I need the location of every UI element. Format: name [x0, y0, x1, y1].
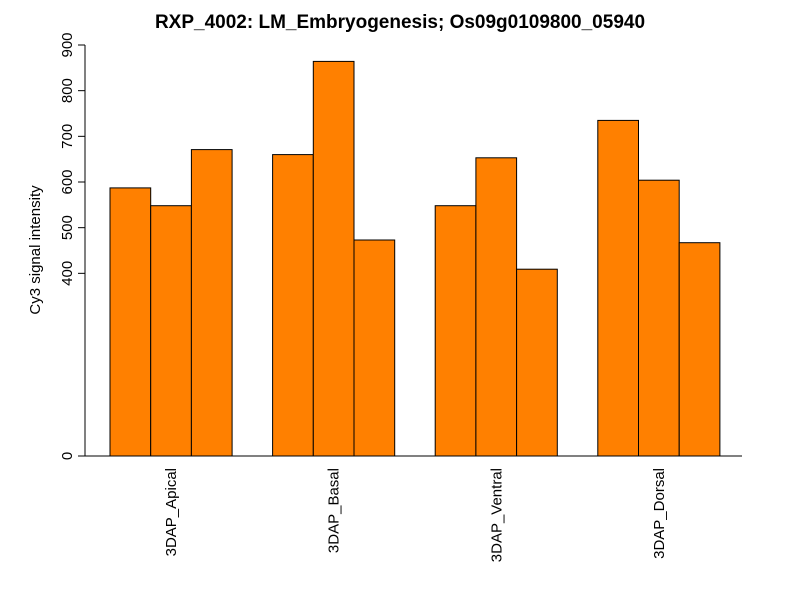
y-tick-label: 800	[59, 78, 76, 103]
bar-3DAP_Dorsal-3	[678, 242, 721, 457]
bars	[109, 60, 721, 457]
y-tick-label: 700	[59, 124, 76, 149]
bar-3DAP_Apical-1	[109, 187, 152, 457]
bar-3DAP_Ventral-2	[475, 157, 518, 457]
y-axis-label: Cy3 signal intensity	[27, 185, 44, 315]
bar-3DAP_Basal-2	[312, 60, 355, 457]
x-category-label: 3DAP_Ventral	[488, 468, 505, 562]
y-tick-label: 500	[59, 215, 76, 240]
x-category-label: 3DAP_Apical	[163, 468, 180, 556]
bar-3DAP_Dorsal-2	[638, 179, 680, 457]
bar-3DAP_Dorsal-1	[597, 119, 639, 457]
y-axis: 0 400 500 600 700 800 900	[59, 32, 86, 460]
y-tick-label: 600	[59, 169, 76, 194]
x-category-label: 3DAP_Dorsal	[651, 468, 668, 559]
y-tick-label: 900	[59, 32, 76, 57]
bar-3DAP_Basal-1	[272, 154, 314, 457]
y-tick-label: 400	[59, 261, 76, 286]
bar-3DAP_Ventral-3	[516, 268, 558, 457]
y-tick-label: 0	[59, 452, 76, 460]
bar-3DAP_Apical-2	[150, 205, 192, 457]
x-category-label: 3DAP_Basal	[326, 468, 343, 553]
chart-title: RXP_4002: LM_Embryogenesis; Os09g0109800…	[155, 12, 645, 33]
bar-3DAP_Basal-3	[353, 239, 396, 457]
bar-3DAP_Ventral-1	[434, 205, 477, 457]
bar-3DAP_Apical-3	[190, 149, 233, 457]
x-axis: 3DAP_Apical 3DAP_Basal 3DAP_Ventral 3DAP_Do…	[85, 455, 742, 562]
